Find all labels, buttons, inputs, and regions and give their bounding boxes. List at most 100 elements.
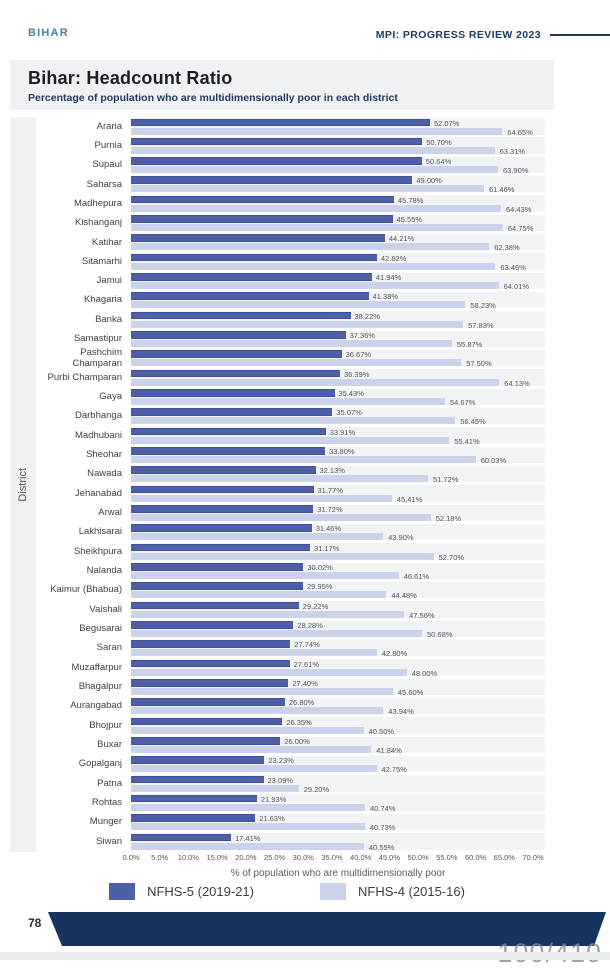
bar-nfhs5 [131, 737, 281, 745]
bar-nfhs5 [131, 389, 335, 397]
bar-nfhs5 [131, 698, 285, 706]
x-tick: 35.0% [321, 853, 343, 862]
y-axis-strip: District [10, 117, 36, 852]
page-number: 78 [28, 916, 42, 930]
value-label-nfhs5: 38.22% [354, 311, 380, 321]
district-label: Muzaffarpur [71, 661, 122, 673]
value-label-nfhs5: 50.70% [426, 137, 452, 147]
bar-nfhs4 [131, 456, 476, 464]
district-row: Nalanda 30.02% 46.61% [36, 562, 600, 581]
value-label-nfhs4: 29.20% [303, 784, 330, 794]
x-tick: 50.0% [407, 853, 429, 862]
district-label: Begusarai [79, 623, 122, 635]
value-label-nfhs4: 60.03% [480, 456, 507, 466]
bar-nfhs5 [131, 466, 316, 474]
district-bars: 45.78% 64.43% [131, 194, 600, 214]
district-bars: 23.09% 29.20% [131, 774, 600, 794]
value-label-nfhs4: 56.45% [460, 417, 486, 427]
district-row: Saran 27.74% 42.80% [36, 639, 600, 658]
district-bars: 28.28% 50.68% [131, 620, 600, 639]
x-tick: 20.0% [235, 853, 257, 862]
district-label: Jamui [96, 275, 122, 287]
district-label: Pashchim Champaran [72, 347, 122, 369]
district-bars: 31.46% 43.90% [131, 523, 600, 542]
district-bars: 21.63% 40.73% [131, 813, 600, 832]
district-bars: 33.80% 60.03% [131, 446, 600, 465]
bar-nfhs5 [131, 447, 326, 455]
value-label-nfhs5: 33.80% [329, 447, 355, 457]
bar-nfhs5 [131, 292, 369, 300]
district-row: Khagaria 41.38% 58.23% [36, 291, 600, 310]
district-row: Buxar 26.00% 41.84% [36, 736, 600, 755]
value-label-nfhs4: 51.72% [433, 475, 459, 485]
district-label: Aurangabad [70, 700, 122, 712]
value-label-nfhs4: 57.50% [466, 359, 492, 369]
value-label-nfhs4: 55.41% [454, 436, 480, 446]
district-label: Madhepura [73, 197, 122, 209]
district-row: Bhagalpur 27.40% 45.60% [36, 678, 600, 697]
district-bars: 31.72% 52.18% [131, 504, 600, 523]
district-label: Bhojpur [89, 719, 122, 731]
x-tick: 40.0% [350, 853, 372, 862]
value-label-nfhs5: 31.46% [315, 524, 342, 534]
district-bars: 26.35% 40.50% [131, 716, 600, 736]
value-label-nfhs4: 64.65% [507, 127, 533, 137]
bar-nfhs4 [131, 688, 393, 696]
district-row: Munger 21.63% 40.73% [36, 813, 600, 832]
headcount-ratio-chart: District Araria 52.07% 64.65% Purnia 50.70% 6… [10, 115, 600, 910]
value-label-nfhs4: 57.83% [468, 320, 494, 330]
value-label-nfhs5: 49.00% [416, 176, 442, 186]
district-label: Bhagalpur [78, 681, 122, 693]
legend-label: NFHS-5 (2019-21) [147, 884, 254, 899]
value-label-nfhs4: 45.60% [397, 688, 424, 698]
value-label-nfhs4: 58.23% [470, 301, 496, 311]
value-label-nfhs5: 31.72% [317, 505, 343, 515]
value-label-nfhs5: 41.94% [375, 273, 402, 283]
value-label-nfhs5: 17.41% [235, 833, 261, 843]
legend-item-nfhs5: NFHS-5 (2019-21) [109, 883, 254, 900]
district-label: Kaimur (Bhabua) [50, 584, 122, 596]
x-tick: 0.0% [122, 853, 140, 862]
value-label-nfhs5: 30.02% [307, 563, 333, 573]
district-bars: 37.36% 55.87% [131, 330, 600, 349]
district-row: Madhepura 45.78% 64.43% [36, 194, 600, 214]
district-bars: 30.02% 46.61% [131, 562, 600, 581]
value-label-nfhs4: 46.61% [403, 572, 430, 582]
bar-nfhs5 [131, 253, 377, 262]
district-row: Rohtas 21.93% 40.74% [36, 793, 600, 813]
bar-nfhs4 [131, 765, 377, 773]
value-label-nfhs4: 54.67% [450, 398, 476, 408]
district-bars: 44.21% 62.38% [131, 233, 600, 252]
bar-nfhs4 [131, 552, 434, 560]
district-bars: 26.80% 43.94% [131, 697, 600, 716]
bottom-strip [0, 952, 610, 960]
bar-nfhs5 [131, 756, 265, 764]
value-label-nfhs4: 48.00% [411, 668, 438, 678]
district-row: Samastipur 37.36% 55.87% [36, 330, 600, 349]
district-bars: 50.70% 63.31% [131, 136, 600, 156]
bar-nfhs5 [131, 640, 291, 648]
x-tick: 60.0% [464, 853, 487, 862]
value-label-nfhs4: 44.48% [391, 591, 417, 601]
value-label-nfhs5: 37.36% [349, 331, 376, 341]
bar-nfhs4 [131, 591, 387, 599]
value-label-nfhs5: 28.28% [297, 621, 323, 631]
district-bars: 17.41% 40.55% [131, 832, 600, 852]
bar-nfhs4 [131, 262, 496, 270]
bar-nfhs4 [131, 224, 503, 232]
district-label: Arwal [98, 507, 122, 519]
district-label: Saran [96, 642, 122, 654]
bar-nfhs5 [131, 369, 340, 378]
district-label: Rohtas [91, 797, 122, 809]
bar-nfhs4 [131, 475, 428, 483]
bar-rows: Araria 52.07% 64.65% Purnia 50.70% 63.31% Supa… [36, 117, 600, 852]
value-label-nfhs4: 45.41% [396, 494, 423, 504]
value-label-nfhs4: 43.94% [388, 707, 414, 717]
district-bars: 36.39% 64.13% [131, 368, 600, 388]
value-label-nfhs4: 61.46% [489, 185, 515, 195]
value-label-nfhs4: 50.68% [427, 630, 453, 640]
bar-nfhs5 [131, 717, 283, 726]
value-label-nfhs5: 32.13% [319, 466, 345, 476]
bar-nfhs4 [131, 572, 399, 580]
bar-nfhs5 [131, 814, 256, 822]
